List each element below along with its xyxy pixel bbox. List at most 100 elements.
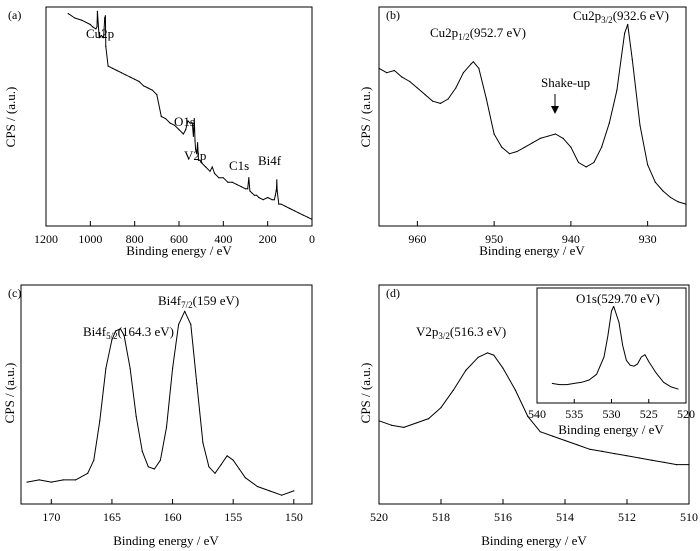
- data-point: [123, 334, 125, 336]
- y-axis-label: CPS / (a.u.): [358, 363, 373, 424]
- data-point: [160, 115, 162, 118]
- data-point: [80, 19, 83, 21]
- data-point: [169, 122, 171, 124]
- x-tick-label: 1200: [34, 232, 58, 246]
- data-point: [202, 442, 204, 444]
- data-point: [100, 34, 102, 37]
- data-point: [258, 196, 260, 199]
- data-point: [416, 87, 418, 89]
- spectrum-line: [378, 24, 687, 205]
- peak-label-cu2p: Cu2p: [86, 26, 114, 41]
- data-point: [222, 177, 224, 179]
- data-point: [142, 85, 145, 87]
- data-point: [195, 148, 197, 150]
- data-point: [178, 323, 180, 325]
- data-point: [134, 78, 136, 80]
- data-point: [193, 118, 195, 120]
- data-point: [293, 490, 295, 492]
- data-point: [165, 426, 168, 428]
- x-axis-label: Binding energy / eV: [479, 243, 585, 258]
- data-point: [211, 166, 213, 168]
- inset-x-tick-label: 530: [603, 407, 621, 421]
- data-point: [577, 161, 580, 164]
- data-point: [104, 17, 106, 19]
- data-point: [184, 310, 186, 312]
- data-point: [631, 59, 633, 61]
- data-point: [192, 135, 194, 137]
- x-tick-label: 512: [618, 510, 636, 524]
- data-point: [601, 146, 603, 148]
- data-point: [197, 159, 200, 161]
- data-point: [98, 37, 100, 39]
- y-axis-label: CPS / (a.u.): [3, 87, 18, 148]
- data-point: [547, 135, 549, 137]
- data-point: [208, 466, 210, 468]
- data-point: [200, 161, 202, 164]
- data-point: [213, 172, 216, 174]
- data-point: [415, 422, 417, 424]
- x-tick-label: 170: [42, 510, 60, 524]
- plot-frame: [20, 284, 313, 505]
- data-point: [280, 203, 282, 205]
- data-point: [99, 420, 101, 422]
- data-point: [227, 181, 229, 183]
- data-point: [477, 356, 479, 358]
- data-point: [570, 146, 572, 148]
- data-point: [409, 80, 411, 83]
- x-axis-label: Binding energy / eV: [126, 243, 232, 258]
- x-tick-label: 200: [259, 232, 277, 246]
- data-point: [276, 179, 278, 181]
- inset-chart: 540 535 530 525 520 Binding energy / eV O1s(52…: [528, 287, 695, 437]
- data-point: [104, 15, 106, 17]
- data-point: [493, 133, 495, 135]
- data-point: [151, 89, 153, 91]
- data-point: [75, 479, 77, 481]
- data-point: [472, 61, 474, 63]
- peak-label-bi4f: Bi4f: [258, 153, 282, 168]
- data-point: [159, 459, 161, 461]
- data-point: [462, 72, 464, 74]
- x-axis-label: Binding energy / eV: [481, 533, 587, 548]
- data-point: [26, 481, 28, 483]
- data-point: [601, 450, 603, 452]
- data-point: [172, 367, 174, 369]
- panel-label: (d): [386, 286, 400, 300]
- data-point: [256, 194, 258, 196]
- data-point: [93, 459, 95, 461]
- data-point: [267, 196, 269, 199]
- data-point: [493, 354, 495, 356]
- data-point: [278, 203, 280, 205]
- peak-label-c1s: C1s: [229, 158, 249, 173]
- data-point: [96, 26, 98, 28]
- data-point: [111, 67, 114, 69]
- data-point: [311, 218, 313, 220]
- plot-frame: [378, 284, 690, 505]
- panel-label: (c): [8, 286, 21, 300]
- data-point: [240, 186, 242, 188]
- data-point: [616, 89, 618, 91]
- x-tick-label: 960: [408, 232, 426, 246]
- data-point: [401, 76, 403, 78]
- data-point: [226, 455, 228, 457]
- data-point: [447, 98, 449, 100]
- data-point: [251, 192, 253, 194]
- x-tick-label: 510: [680, 510, 698, 524]
- data-point: [196, 153, 198, 155]
- data-point: [196, 383, 198, 385]
- data-point: [638, 457, 641, 459]
- shake-up-arrowhead: [551, 106, 559, 114]
- data-point: [249, 190, 251, 192]
- data-point: [165, 118, 167, 120]
- panel-2: (b) 960 950 940 930 Binding energy / eV CPS / …: [358, 6, 687, 258]
- data-point: [182, 133, 184, 135]
- data-point: [236, 183, 238, 185]
- data-point: [197, 142, 199, 144]
- data-point: [89, 23, 91, 26]
- x-tick-label: 0: [309, 232, 315, 246]
- peak-label-bi4f-7-2: Bi4f7/2(159 eV): [158, 293, 239, 310]
- data-point: [585, 166, 587, 168]
- data-point: [514, 389, 517, 391]
- inset-x-tick-label: 525: [640, 407, 658, 421]
- data-point: [187, 120, 189, 122]
